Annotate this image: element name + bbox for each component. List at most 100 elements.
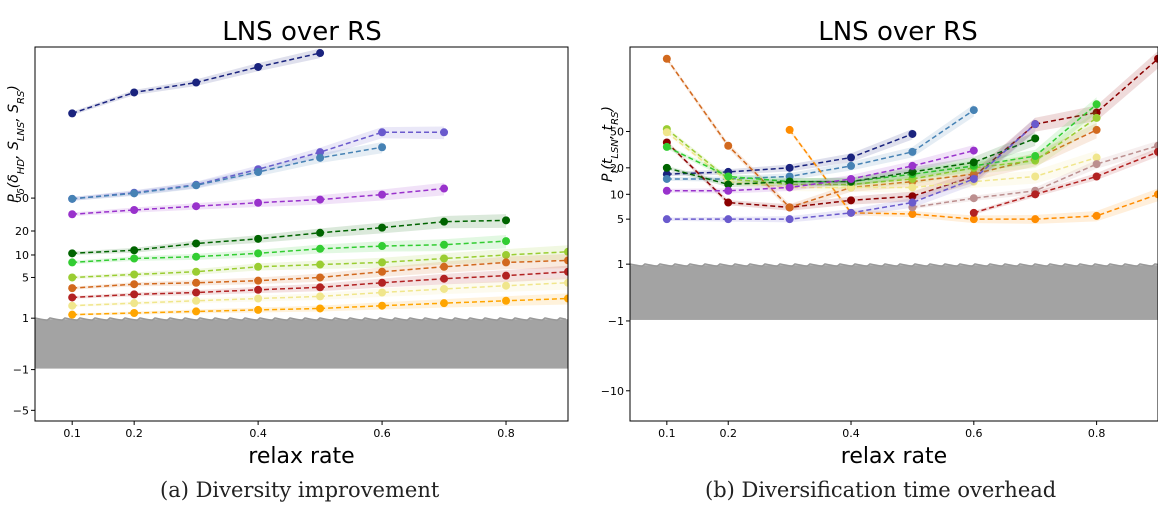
data-point xyxy=(1154,190,1158,199)
data-point xyxy=(130,270,139,279)
data-point xyxy=(785,125,794,134)
x-tick-label: 0.2 xyxy=(125,427,143,440)
data-point xyxy=(316,283,325,292)
confidence-band xyxy=(666,130,1097,193)
data-point xyxy=(254,262,263,271)
data-point xyxy=(254,285,263,294)
data-point xyxy=(1092,172,1101,181)
data-point xyxy=(908,198,917,207)
data-point xyxy=(316,195,325,204)
data-point xyxy=(254,294,263,303)
data-point xyxy=(724,172,733,181)
data-point xyxy=(68,284,77,293)
data-point xyxy=(908,147,917,156)
data-point xyxy=(969,106,978,115)
x-tick-label: 0.1 xyxy=(658,427,676,440)
data-point xyxy=(316,292,325,301)
data-point xyxy=(440,299,449,308)
data-point xyxy=(378,190,387,199)
data-point xyxy=(1154,147,1158,156)
data-point xyxy=(440,217,449,226)
series-10 xyxy=(662,145,978,195)
x-tick-label: 0.4 xyxy=(842,427,860,440)
data-point xyxy=(724,215,733,224)
data-point xyxy=(68,210,77,219)
confidence-band xyxy=(666,110,1097,189)
data-point xyxy=(316,148,325,157)
data-point xyxy=(1092,125,1101,134)
data-point xyxy=(254,249,263,258)
data-point xyxy=(378,301,387,310)
data-point xyxy=(662,186,671,195)
data-point xyxy=(378,143,387,152)
data-point xyxy=(192,267,201,276)
x-axis-label: relax rate xyxy=(841,444,947,469)
data-point xyxy=(316,49,325,58)
x-tick-label: 0.6 xyxy=(373,427,391,440)
data-point xyxy=(1031,190,1040,199)
data-point xyxy=(969,158,978,167)
data-point xyxy=(378,278,387,287)
y-tick-label: 50 xyxy=(15,192,29,205)
data-point xyxy=(440,254,449,263)
data-point xyxy=(847,161,856,170)
confidence-band xyxy=(666,56,1097,211)
confidence-band xyxy=(72,126,445,201)
data-point xyxy=(1092,153,1101,162)
data-point xyxy=(1092,211,1101,220)
data-point xyxy=(1031,172,1040,181)
data-point xyxy=(564,294,568,303)
data-point xyxy=(192,181,201,190)
data-point xyxy=(316,273,325,282)
chart-panel-a: 0.1 0.2 0.4 0.6 0.8 −5 −1 1 5 10 20 50 LNS over RS re… xyxy=(6,17,569,469)
data-point xyxy=(130,189,139,198)
series-line xyxy=(72,146,383,200)
data-point xyxy=(564,278,568,287)
noise-band xyxy=(630,265,1158,320)
data-point xyxy=(1092,160,1101,169)
series-10 xyxy=(68,276,568,310)
series-line xyxy=(973,151,1158,214)
data-point xyxy=(662,128,671,137)
data-point xyxy=(847,208,856,217)
data-point xyxy=(192,78,201,87)
data-point xyxy=(847,196,856,205)
series-line xyxy=(666,131,1097,189)
data-point xyxy=(785,215,794,224)
data-point xyxy=(130,205,139,214)
data-point xyxy=(440,184,449,193)
data-point xyxy=(378,223,387,232)
y-tick-label: 5 xyxy=(617,213,624,226)
series-9 xyxy=(68,265,568,302)
data-point xyxy=(68,249,77,258)
data-point xyxy=(254,198,263,207)
data-point xyxy=(1031,134,1040,143)
data-point xyxy=(316,244,325,253)
x-tick-label: 0.4 xyxy=(249,427,267,440)
x-tick-label: 0.8 xyxy=(1088,427,1106,440)
data-point xyxy=(440,262,449,271)
series-1 xyxy=(68,48,325,118)
data-point xyxy=(68,194,77,203)
confidence-band xyxy=(666,132,1036,188)
data-point xyxy=(68,273,77,282)
data-point xyxy=(316,260,325,269)
y-tick-label: −1 xyxy=(13,364,29,377)
data-point xyxy=(969,174,978,183)
data-point xyxy=(192,239,201,248)
data-point xyxy=(724,180,733,189)
data-point xyxy=(378,267,387,276)
series-line xyxy=(72,297,568,316)
data-point xyxy=(316,304,325,313)
data-point xyxy=(1154,141,1158,150)
data-point xyxy=(502,237,511,246)
x-axis-label: relax rate xyxy=(248,444,354,469)
data-point xyxy=(68,301,77,310)
data-point xyxy=(662,163,671,172)
data-point xyxy=(68,310,77,319)
data-point xyxy=(908,161,917,170)
data-point xyxy=(130,280,139,289)
chart-title: LNS over RS xyxy=(222,17,382,47)
data-point xyxy=(440,284,449,293)
